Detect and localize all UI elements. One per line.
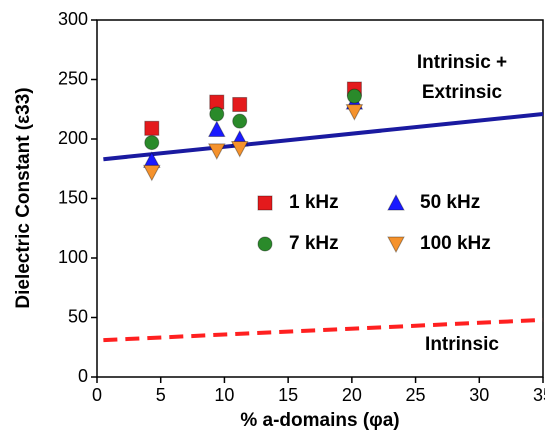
- legend-label: 7 kHz: [289, 233, 339, 254]
- y-axis-label: Dielectric Constant (ε33): [13, 87, 34, 308]
- y-tick-label: 300: [58, 9, 88, 29]
- legend-marker: [387, 193, 405, 211]
- legend-label: 50 kHz: [420, 192, 480, 213]
- marker: [207, 120, 226, 137]
- marker: [207, 143, 226, 160]
- y-tick-label: 50: [68, 306, 88, 326]
- legend-marker: [257, 195, 273, 211]
- marker: [144, 120, 160, 136]
- legend-marker: [387, 236, 405, 254]
- annotation: Intrinsic: [425, 334, 499, 355]
- marker: [230, 141, 249, 158]
- y-tick-label: 250: [58, 68, 88, 88]
- x-tick-label: 10: [214, 385, 234, 405]
- marker: [346, 88, 362, 104]
- marker: [209, 106, 225, 122]
- marker: [345, 104, 364, 121]
- x-tick-label: 20: [342, 385, 362, 405]
- annotation: Extrinsic: [422, 82, 503, 103]
- x-tick-label: 30: [469, 385, 489, 405]
- marker: [232, 113, 248, 129]
- annotation: Intrinsic +: [417, 52, 507, 73]
- y-tick-label: 150: [58, 187, 88, 207]
- x-tick-label: 25: [406, 385, 426, 405]
- legend-label: 1 kHz: [289, 192, 339, 213]
- x-tick-label: 35: [533, 385, 545, 405]
- x-tick-label: 0: [92, 385, 102, 405]
- legend-marker: [257, 236, 273, 252]
- legend-label: 100 kHz: [420, 233, 491, 254]
- fit-line: [103, 317, 544, 343]
- fit-line: [103, 112, 544, 162]
- x-tick-label: 5: [156, 385, 166, 405]
- y-tick-label: 200: [58, 128, 88, 148]
- x-tick-label: 15: [278, 385, 298, 405]
- y-tick-label: 0: [78, 366, 88, 386]
- y-tick-label: 100: [58, 247, 88, 267]
- marker: [144, 135, 160, 151]
- marker: [142, 164, 161, 182]
- marker: [232, 96, 248, 112]
- x-axis-label: % a-domains (φa): [240, 410, 399, 431]
